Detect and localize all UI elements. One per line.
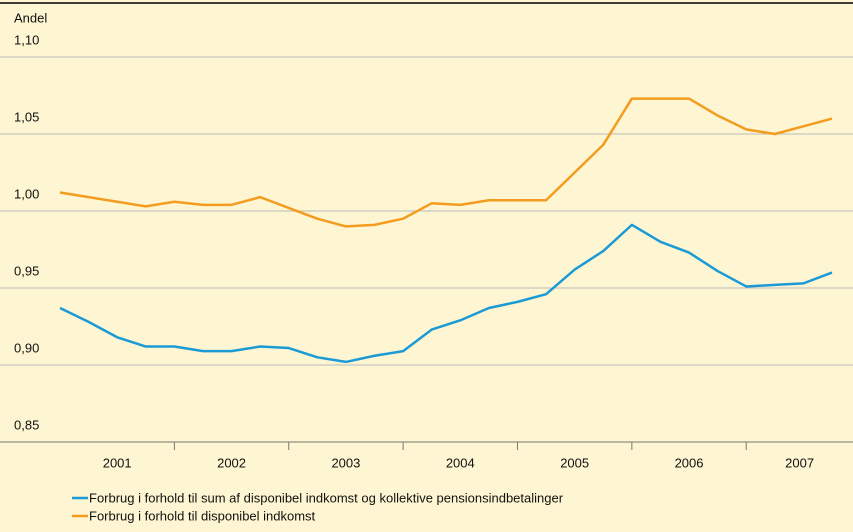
y-tick-label: 0,95 — [14, 263, 39, 278]
x-tick-label: 2001 — [103, 455, 132, 470]
x-tick-label: 2007 — [785, 455, 814, 470]
x-tick-label: 2006 — [675, 455, 704, 470]
legend-label: Forbrug i forhold til sum af disponibel … — [89, 490, 564, 505]
x-tick-label: 2003 — [331, 455, 360, 470]
y-tick-label: 1,10 — [14, 32, 39, 47]
y-tick-label: 0,85 — [14, 417, 39, 432]
series-line — [59, 223, 833, 364]
legend-label: Forbrug i forhold til disponibel indkoms… — [89, 508, 316, 523]
x-tick-label: 2004 — [446, 455, 475, 470]
y-tick-label: 0,90 — [14, 340, 39, 355]
y-axis-label: Andel — [14, 10, 47, 25]
x-tick-label: 2005 — [560, 455, 589, 470]
y-tick-label: 1,00 — [14, 186, 39, 201]
x-tick-label: 2002 — [217, 455, 246, 470]
series-line — [59, 97, 833, 228]
y-tick-label: 1,05 — [14, 109, 39, 124]
